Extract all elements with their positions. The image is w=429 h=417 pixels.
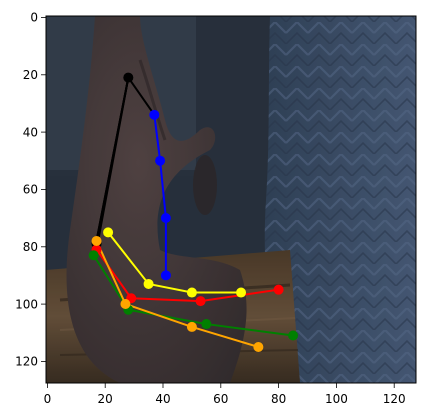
keypoint-index bbox=[160, 213, 171, 224]
skeleton-bone-extra bbox=[124, 303, 193, 328]
x-tick: 60 bbox=[213, 383, 228, 406]
x-tick: 120 bbox=[383, 383, 406, 406]
y-tick-label: 40 bbox=[23, 125, 38, 139]
x-tick-label: 80 bbox=[271, 392, 286, 406]
skeleton-bone-little bbox=[127, 308, 208, 326]
skeleton-bone-middle bbox=[107, 231, 150, 285]
y-tick: 60 bbox=[23, 183, 46, 197]
skeleton-bone-ring bbox=[130, 297, 202, 303]
x-tick-label: 60 bbox=[213, 392, 228, 406]
y-tick-label: 120 bbox=[15, 355, 38, 369]
x-tick: 0 bbox=[44, 383, 52, 406]
y-tick: 0 bbox=[30, 11, 46, 25]
x-tick-label: 40 bbox=[155, 392, 170, 406]
skeleton-bone-ring bbox=[95, 248, 133, 300]
photo-background bbox=[46, 16, 416, 383]
keypoint-extra bbox=[253, 341, 264, 352]
keypoint-little bbox=[201, 319, 212, 330]
y-tick: 20 bbox=[23, 68, 46, 82]
keypoint-extra bbox=[91, 235, 102, 246]
skeleton-link bbox=[127, 76, 156, 116]
x-tick-label: 0 bbox=[44, 392, 52, 406]
y-tick: 80 bbox=[23, 240, 46, 254]
skeleton-bone-extra bbox=[95, 239, 127, 305]
y-tick: 40 bbox=[23, 125, 46, 139]
keypoint-middle bbox=[236, 287, 247, 298]
keypoint-middle bbox=[186, 287, 197, 298]
skeleton-bone-little bbox=[205, 323, 295, 337]
x-tick-label: 120 bbox=[383, 392, 406, 406]
x-tick-label: 20 bbox=[98, 392, 113, 406]
y-tick-label: 80 bbox=[23, 240, 38, 254]
keypoint-extra bbox=[186, 321, 197, 332]
keypoint-middle bbox=[103, 227, 114, 238]
y-tick-label: 60 bbox=[23, 183, 38, 197]
keypoint-ring bbox=[273, 284, 284, 295]
y-axis: 0 20 40 60 80 100 bbox=[15, 11, 46, 369]
y-tick-label: 20 bbox=[23, 68, 38, 82]
x-axis: 0 20 40 60 80 100 bbox=[44, 383, 406, 406]
keypoint-extra bbox=[120, 299, 131, 309]
axes-frame bbox=[45, 15, 417, 384]
x-tick: 100 bbox=[325, 383, 348, 406]
keypoint-little bbox=[88, 250, 99, 261]
skeleton-bone-extra bbox=[190, 325, 260, 348]
y-tick-label: 0 bbox=[30, 11, 38, 25]
x-tick-label: 100 bbox=[325, 392, 348, 406]
keypoint-index bbox=[160, 270, 171, 281]
keypoint-little bbox=[288, 330, 299, 341]
keypoint-thumb bbox=[123, 72, 134, 83]
pose-overlay bbox=[88, 72, 299, 352]
skeleton-bone-middle bbox=[147, 282, 193, 294]
y-tick: 100 bbox=[15, 297, 46, 311]
skeleton-bone-thumb bbox=[95, 76, 130, 245]
x-tick: 20 bbox=[98, 383, 113, 406]
x-tick: 40 bbox=[155, 383, 171, 406]
y-tick-label: 100 bbox=[15, 297, 38, 311]
keypoint-ring bbox=[195, 296, 206, 307]
y-tick: 120 bbox=[15, 355, 46, 369]
keypoint-index bbox=[155, 155, 166, 166]
keypoint-middle bbox=[143, 278, 154, 289]
skeleton-bone-index bbox=[153, 113, 162, 162]
skeleton-bone-index bbox=[159, 159, 167, 220]
x-tick: 80 bbox=[271, 383, 286, 406]
keypoint-index bbox=[149, 109, 160, 120]
